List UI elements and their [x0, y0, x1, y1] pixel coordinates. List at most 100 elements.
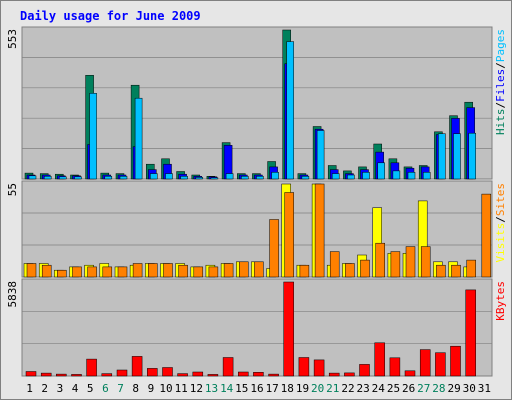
pages-bar	[89, 93, 97, 180]
pages-bar	[119, 176, 128, 180]
pages-bar	[271, 172, 279, 180]
kbytes-bar	[313, 359, 325, 377]
kbytes-bar	[177, 373, 188, 377]
sites-bar	[102, 266, 113, 278]
pages-bar	[43, 176, 52, 180]
day-label: 6	[102, 382, 109, 395]
sites-bar	[26, 263, 37, 278]
sites-bar	[178, 264, 188, 278]
day-label: 25	[387, 382, 400, 395]
pages-bar	[453, 133, 461, 180]
pages-bar	[301, 176, 310, 180]
sites-bar	[345, 263, 355, 278]
pages-bar	[392, 170, 401, 180]
day-label: 5	[87, 382, 94, 395]
day-label: 26	[402, 382, 415, 395]
kbytes-bar	[131, 356, 143, 377]
pages-bar	[241, 176, 249, 180]
day-label: 22	[341, 382, 354, 395]
day-label: 16	[250, 382, 263, 395]
y-max-label: 55	[6, 183, 19, 196]
day-label: 19	[296, 382, 309, 395]
kbytes-bar	[450, 345, 461, 377]
kbytes-bar	[207, 374, 219, 377]
kbytes-bar	[40, 372, 52, 377]
day-label: 3	[57, 382, 64, 395]
pages-bar	[210, 177, 219, 180]
day-label: 24	[372, 382, 386, 395]
kbytes-bar	[298, 357, 310, 377]
legend-entry: /	[494, 102, 507, 109]
day-label: 7	[117, 382, 124, 395]
legend-entry: /	[494, 62, 507, 69]
kbytes-bar	[419, 349, 431, 377]
day-label: 8	[132, 382, 139, 395]
sites-bar	[436, 264, 446, 278]
sites-bar	[405, 246, 416, 278]
day-label: 21	[326, 382, 339, 395]
kbytes-bar	[344, 372, 355, 377]
pages-bar	[438, 133, 446, 180]
pages-bar	[468, 132, 476, 180]
panel-plot-area	[21, 26, 493, 180]
sites-bar	[254, 261, 264, 278]
sites-bar	[193, 266, 204, 278]
kbytes-bar	[116, 369, 128, 377]
day-label: 28	[432, 382, 445, 395]
kbytes-bar	[71, 374, 82, 377]
day-label: 30	[463, 382, 476, 395]
pages-bar	[316, 130, 325, 180]
sites-bar	[57, 269, 67, 278]
legend-entry: Files	[494, 69, 507, 102]
sites-bar	[284, 192, 294, 278]
sites-bar	[420, 246, 431, 278]
pages-bar	[134, 97, 143, 180]
sites-bar	[41, 264, 52, 278]
day-label: 29	[447, 382, 460, 395]
panel-plot-area	[21, 278, 493, 377]
sites-bar	[117, 266, 128, 278]
sites-bar	[223, 263, 234, 278]
day-label: 23	[356, 382, 369, 395]
kbytes-bar	[268, 373, 279, 377]
sites-bar	[163, 263, 173, 278]
kbytes-bar	[328, 372, 340, 377]
sites-bar	[360, 259, 370, 278]
kbytes-bar	[359, 364, 370, 377]
day-label: 9	[148, 382, 155, 395]
pages-bar	[225, 173, 234, 180]
sites-bar	[299, 264, 310, 278]
pages-bar	[331, 173, 340, 180]
legend-entry: Visits	[494, 223, 507, 263]
pages-bar	[180, 176, 188, 180]
kbytes-bar	[253, 372, 264, 377]
legend-entry: /	[494, 216, 507, 223]
day-label: 4	[72, 382, 79, 395]
pages-bar	[362, 172, 370, 180]
day-label: 20	[311, 382, 324, 395]
legend-entry: Pages	[494, 29, 507, 62]
pages-bar	[286, 41, 294, 180]
legend: Hits/Files/Pages	[494, 29, 507, 135]
pages-bar	[347, 174, 355, 180]
legend: Visits/Sites	[494, 183, 507, 263]
kbytes-bar	[374, 342, 385, 377]
day-label: 12	[190, 382, 203, 395]
kbytes-bar	[238, 371, 249, 377]
day-label: 1	[26, 382, 33, 395]
pages-bar	[104, 176, 113, 180]
day-label: 18	[281, 382, 294, 395]
panel-kbytes: 5838 KBytes	[6, 278, 507, 377]
chart-title: Daily usage for June 2009	[20, 9, 201, 23]
sites-bar	[132, 263, 143, 278]
pages-bar	[150, 173, 158, 180]
sites-bar	[208, 266, 219, 278]
kbytes-bar	[222, 357, 234, 377]
kbytes-bar	[404, 370, 416, 377]
day-label: 10	[159, 382, 172, 395]
kbytes-bar	[389, 357, 401, 377]
legend-entry: Sites	[494, 183, 507, 216]
kbytes-bar	[465, 289, 476, 377]
